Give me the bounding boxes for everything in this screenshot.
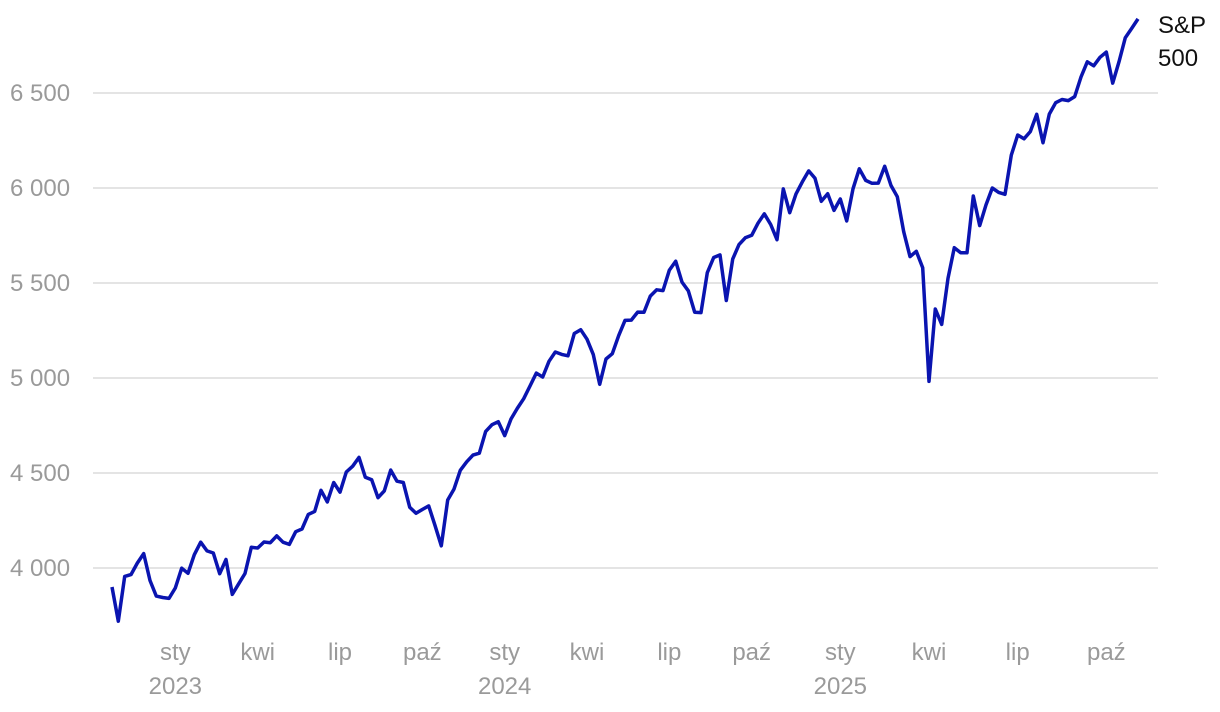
- text-line: lip: [657, 639, 681, 666]
- x-tick-label: paź: [403, 639, 442, 666]
- x-tick-label: lip: [1006, 639, 1030, 666]
- x-tick-label: lip: [657, 639, 681, 666]
- x-tick-label: sty 2024: [478, 639, 531, 700]
- x-tick-label: paź: [1087, 639, 1126, 666]
- x-tick-label: sty 2025: [814, 639, 867, 700]
- text-line: kwi: [912, 639, 947, 666]
- y-tick-label: 6 500: [10, 80, 70, 107]
- text-line: paź: [403, 639, 442, 666]
- text-line: sty: [160, 639, 191, 666]
- text-line: lip: [328, 639, 352, 666]
- text-line: S&P: [1158, 12, 1206, 39]
- line: [110, 17, 1140, 623]
- text-line: paź: [1087, 639, 1126, 666]
- x-tick-label: sty 2023: [149, 639, 202, 700]
- y-tick-label: 4 500: [10, 460, 70, 487]
- y-tick-label: 5 000: [10, 365, 70, 392]
- y-tick-label: 5 500: [10, 270, 70, 297]
- text-line: kwi: [570, 639, 605, 666]
- text-line: sty: [825, 639, 856, 666]
- text-line: 500: [1158, 45, 1198, 72]
- x-tick-label: kwi: [240, 639, 275, 666]
- text-line: lip: [1006, 639, 1030, 666]
- x-tick-label: lip: [328, 639, 352, 666]
- series-label: S&P 500: [1158, 12, 1206, 72]
- text-line: paź: [732, 639, 771, 666]
- text-line: kwi: [240, 639, 275, 666]
- text-line: 2024: [478, 673, 531, 700]
- y-tick-label: 4 000: [10, 555, 70, 582]
- x-tick-label: kwi: [570, 639, 605, 666]
- y-tick-label: 6 000: [10, 175, 70, 202]
- text-line: 2023: [149, 673, 202, 700]
- x-tick-label: kwi: [912, 639, 947, 666]
- text-line: 2025: [814, 673, 867, 700]
- x-tick-label: paź: [732, 639, 771, 666]
- text-line: sty: [489, 639, 520, 666]
